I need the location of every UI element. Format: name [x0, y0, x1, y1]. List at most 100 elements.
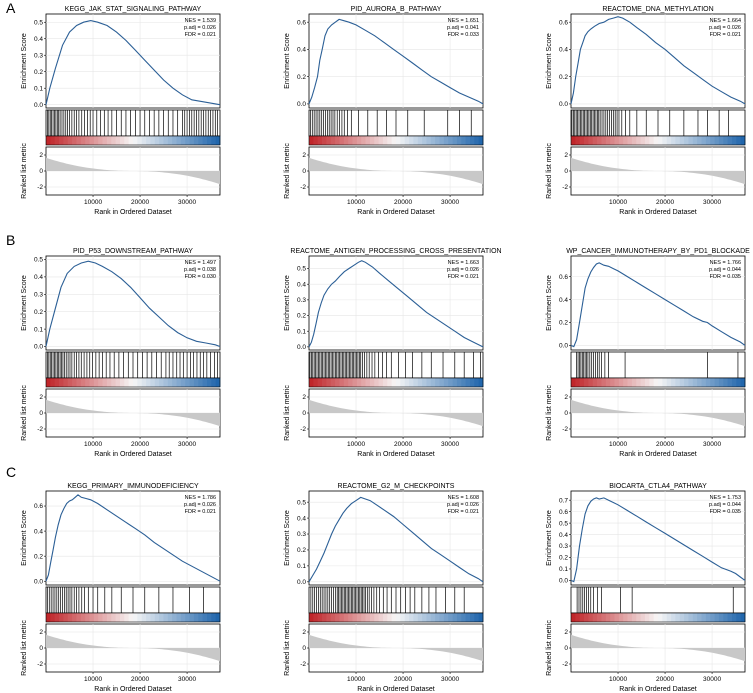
rank-colour-segment [54, 378, 60, 387]
panel-title: PID_P53_DOWNSTREAM_PATHWAY [73, 248, 193, 255]
rank-colour-segment [159, 136, 164, 145]
rank-colour-segment [387, 136, 393, 145]
gsea-panel-5: REACTOME_ANTIGEN_PROCESSING_CROSS_PRESEN… [284, 248, 502, 458]
es-y-tick-label: 0.2 [297, 313, 306, 320]
rank-colour-segment [631, 378, 637, 387]
rank-colour-segment [605, 136, 611, 145]
rank-colour-segment [614, 136, 620, 145]
ranked-metric-area [46, 157, 220, 185]
rank-colour-segment [723, 136, 728, 145]
es-y-tick-label: 0.1 [297, 563, 306, 570]
rank-colour-segment [740, 136, 746, 145]
rank-colour-segment [309, 136, 314, 145]
fdr-label: FDR = 0.033 [448, 32, 479, 38]
rank-colour-segment [644, 378, 650, 387]
metric-y-tick-label: 2 [302, 152, 306, 159]
rank-colour-segment [115, 378, 121, 387]
metric-y-axis-label: Ranked list metric [21, 143, 28, 199]
es-y-axis-label: Enrichment Score [546, 33, 553, 89]
rank-colour-segment [185, 378, 190, 387]
rank-colour-segment [400, 378, 406, 387]
metric-y-axis-label: Ranked list metric [284, 143, 291, 199]
rank-colour-segment [417, 613, 423, 622]
rank-colour-segment [426, 378, 432, 387]
rank-colour-segment [675, 613, 681, 622]
metric-y-tick-label: 0 [564, 410, 568, 417]
metric-y-tick-label: 2 [564, 394, 568, 401]
x-tick-label: 20000 [394, 676, 412, 683]
rank-colour-segment [597, 378, 602, 387]
rank-colour-segment [387, 378, 393, 387]
rank-colour-segment [352, 378, 358, 387]
panel-title: BIOCARTA_CTLA4_PATHWAY [609, 483, 707, 490]
es-y-tick-label: 0.5 [559, 520, 568, 527]
es-y-tick-label: 0.1 [34, 326, 43, 333]
rank-colour-segment [649, 613, 655, 622]
rank-colour-band [308, 135, 484, 146]
es-y-tick-label: 0.5 [297, 266, 306, 273]
rank-colour-segment [176, 613, 182, 622]
metric-y-axis-label: Ranked list metric [546, 385, 553, 441]
rank-colour-segment [137, 378, 143, 387]
rank-colour-segment [382, 378, 388, 387]
rank-colour-segment [409, 378, 414, 387]
es-y-tick-label: 0.2 [559, 74, 568, 81]
rank-colour-band [570, 135, 746, 146]
rank-colour-segment [111, 613, 116, 622]
rank-colour-segment [189, 378, 195, 387]
rank-colour-segment [631, 613, 637, 622]
es-y-tick-label: 0.4 [297, 47, 306, 54]
rank-colour-segment [215, 136, 221, 145]
es-y-tick-label: 0.0 [297, 579, 306, 586]
rank-colour-segment [124, 136, 130, 145]
rank-colour-segment [356, 136, 362, 145]
rank-colour-segment [439, 136, 445, 145]
gsea-panel-6: WP_CANCER_IMMUNOTHERAPY_BY_PD1_BLOCKADE 0… [546, 248, 750, 458]
es-curve [45, 20, 221, 106]
rank-colour-segment [740, 613, 746, 622]
es-y-tick-label: 0.2 [34, 69, 43, 76]
metric-y-tick-label: -2 [37, 661, 43, 668]
rank-colour-segment [159, 378, 164, 387]
rank-colour-band [45, 135, 221, 146]
rank-colour-segment [98, 613, 103, 622]
rank-colour-segment [154, 378, 160, 387]
rank-colour-segment [374, 378, 379, 387]
rank-colour-segment [352, 136, 358, 145]
rank-colour-segment [653, 613, 659, 622]
rank-colour-segment [439, 613, 445, 622]
es-y-axis-label: Enrichment Score [21, 510, 28, 566]
rank-colour-segment [185, 136, 190, 145]
rank-colour-segment [85, 613, 90, 622]
es-y-tick-label: 0.5 [34, 257, 43, 264]
fdr-label: FDR = 0.035 [710, 274, 741, 280]
es-curve [308, 260, 484, 348]
x-tick-label: 10000 [347, 676, 365, 683]
rank-colour-segment [422, 378, 427, 387]
rank-colour-segment [193, 378, 199, 387]
rank-colour-segment [614, 378, 620, 387]
panel-title: KEGG_JAK_STAT_SIGNALING_PATHWAY [65, 6, 202, 13]
rank-colour-segment [592, 613, 598, 622]
rank-colour-segment [701, 136, 707, 145]
padj-label: p.adj = 0.041 [447, 25, 479, 31]
gsea-panel-8: REACTOME_G2_M_CHECKPOINTS 0.0 0.1 0.2 0.3 0.4… [284, 483, 484, 693]
rank-colour-segment [76, 613, 82, 622]
rank-colour-segment [627, 613, 633, 622]
ranked-metric-area [309, 634, 483, 662]
rank-colour-segment [198, 136, 203, 145]
rank-colour-segment [671, 136, 676, 145]
rank-colour-segment [72, 136, 77, 145]
es-plot-frame [570, 13, 746, 109]
rank-colour-segment [202, 613, 208, 622]
metric-y-tick-label: -2 [300, 184, 306, 191]
gsea-panel-7: KEGG_PRIMARY_IMMUNODEFICIENCY 0.0 0.2 0.4 0.… [21, 483, 221, 693]
rank-colour-segment [649, 378, 655, 387]
es-curve [308, 18, 484, 105]
rank-colour-segment [146, 378, 151, 387]
padj-label: p.adj = 0.026 [447, 267, 479, 273]
x-axis-label: Rank in Ordered Dataset [357, 451, 434, 458]
rank-colour-segment [128, 378, 134, 387]
rank-colour-segment [740, 378, 746, 387]
rank-colour-segment [605, 613, 611, 622]
